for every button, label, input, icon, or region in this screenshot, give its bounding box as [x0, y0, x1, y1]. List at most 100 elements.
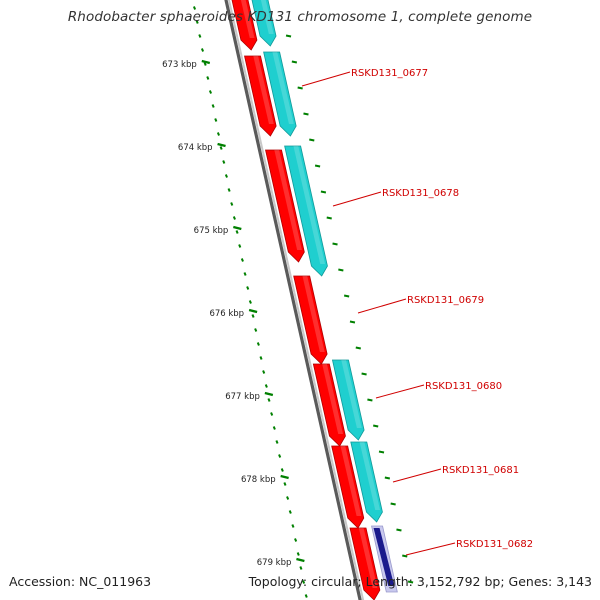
scale-dot [198, 34, 202, 38]
outer-tick [326, 216, 332, 220]
outer-tick [373, 424, 379, 428]
reverse-gene-highlight [293, 146, 326, 264]
scale-dot [248, 300, 252, 304]
kbp-major-tick [296, 557, 305, 563]
kbp-tick-label: 678 kbp [241, 475, 276, 485]
scale-dot [302, 580, 306, 584]
reverse-gene-highlight [260, 0, 274, 34]
gene-label-leader [301, 71, 351, 87]
scale-dot [211, 104, 215, 108]
genome-title: Rhodobacter sphaeroides KD131 chromosome… [67, 9, 533, 25]
kbp-major-tick [248, 308, 258, 314]
reverse-gene [284, 145, 328, 277]
scale-dot [235, 230, 239, 234]
scale-dot [280, 468, 284, 472]
scale-dot [240, 258, 244, 262]
kbp-tick-label: 674 kbp [178, 143, 213, 153]
gene-label-leader [392, 468, 442, 483]
scale-dot [283, 482, 287, 486]
label-layer: RSKD131_0677 RSKD131_0678 RSKD131_0679 RSKD… [301, 68, 533, 556]
forward-gene-highlight [240, 0, 255, 38]
scale-dot [270, 412, 274, 416]
scale-dot [246, 286, 250, 290]
outer-tick [407, 580, 414, 584]
scale-dot [262, 370, 266, 374]
gene-label: RSKD131_0682 [456, 539, 533, 550]
scale-dot [219, 146, 223, 150]
gene-label-leader [405, 542, 456, 556]
scale-dot [278, 454, 282, 458]
outer-tick [361, 372, 367, 376]
scale-dot [195, 20, 199, 24]
scale-dot [238, 244, 242, 248]
outer-tick [297, 86, 303, 90]
scale-dot [256, 342, 260, 346]
scale-dot [254, 328, 258, 332]
scale-dot [296, 552, 300, 556]
reverse-gene [251, 0, 277, 47]
scale-dot [291, 524, 295, 528]
outer-tick [390, 502, 396, 506]
outer-tick [396, 528, 402, 532]
forward-gene [265, 149, 305, 263]
forward-gene-highlight [322, 364, 344, 434]
scale-dot [227, 188, 231, 192]
scale-dot [272, 426, 276, 430]
outer-tick [349, 320, 356, 324]
outer-tick [303, 112, 309, 116]
outer-tick [338, 268, 344, 272]
tick-layer: 673 kbp 674 kbp 675 kbp 676 kbp 677 kbp 678 k… [162, 6, 414, 598]
rna-gene [373, 528, 395, 586]
scale-dot [288, 510, 292, 514]
gene-label: RSKD131_0681 [442, 465, 519, 476]
scale-dot [208, 90, 213, 94]
kbp-tick-label: 675 kbp [194, 226, 229, 236]
forward-gene [244, 55, 277, 137]
reverse-gene-highlight [359, 442, 381, 510]
scale-dot [222, 160, 226, 164]
gene-label-leader [332, 191, 382, 207]
forward-gene-highlight [274, 150, 302, 250]
outer-tick [384, 476, 391, 480]
scale-dot [192, 6, 197, 10]
scale-dot [299, 566, 303, 570]
kbp-major-tick [264, 391, 274, 397]
gene-label: RSKD131_0678 [382, 188, 459, 199]
outer-tick [320, 190, 327, 194]
scale-dot [259, 356, 263, 360]
accession-text: Accession: NC_011963 [9, 574, 152, 589]
reverse-gene-highlight [272, 52, 294, 124]
forward-gene-highlight [358, 528, 378, 588]
scale-dot [200, 48, 205, 52]
kbp-major-tick [280, 474, 289, 480]
scale-dot [251, 314, 255, 318]
forward-gene [231, 0, 258, 51]
forward-gene [331, 445, 365, 529]
kbp-tick-label: 677 kbp [225, 392, 260, 402]
kbp-major-tick [217, 142, 226, 148]
forward-gene-highlight [340, 446, 362, 516]
reverse-gene-highlight [341, 360, 362, 428]
gene-label-leader [357, 298, 407, 314]
gene-label: RSKD131_0677 [351, 68, 428, 79]
scale-dot [264, 384, 268, 388]
scale-dot [294, 538, 298, 542]
reverse-gene [350, 441, 383, 523]
outer-tick [314, 164, 321, 168]
reverse-gene [331, 359, 365, 441]
outer-tick [378, 450, 385, 454]
gene-label: RSKD131_0680 [425, 381, 502, 392]
scale-dot [224, 174, 228, 178]
scale-dot [214, 118, 218, 122]
scale-dot [243, 272, 247, 276]
gene-label-leader [375, 384, 425, 399]
scale-dot [286, 496, 290, 500]
scale-dot [232, 216, 236, 220]
forward-gene-highlight [253, 56, 274, 124]
outer-tick [285, 34, 292, 38]
forward-gene [349, 527, 381, 600]
gene-label: RSKD131_0679 [407, 295, 484, 306]
reverse-gene [263, 51, 297, 137]
scale-dot [230, 202, 234, 206]
